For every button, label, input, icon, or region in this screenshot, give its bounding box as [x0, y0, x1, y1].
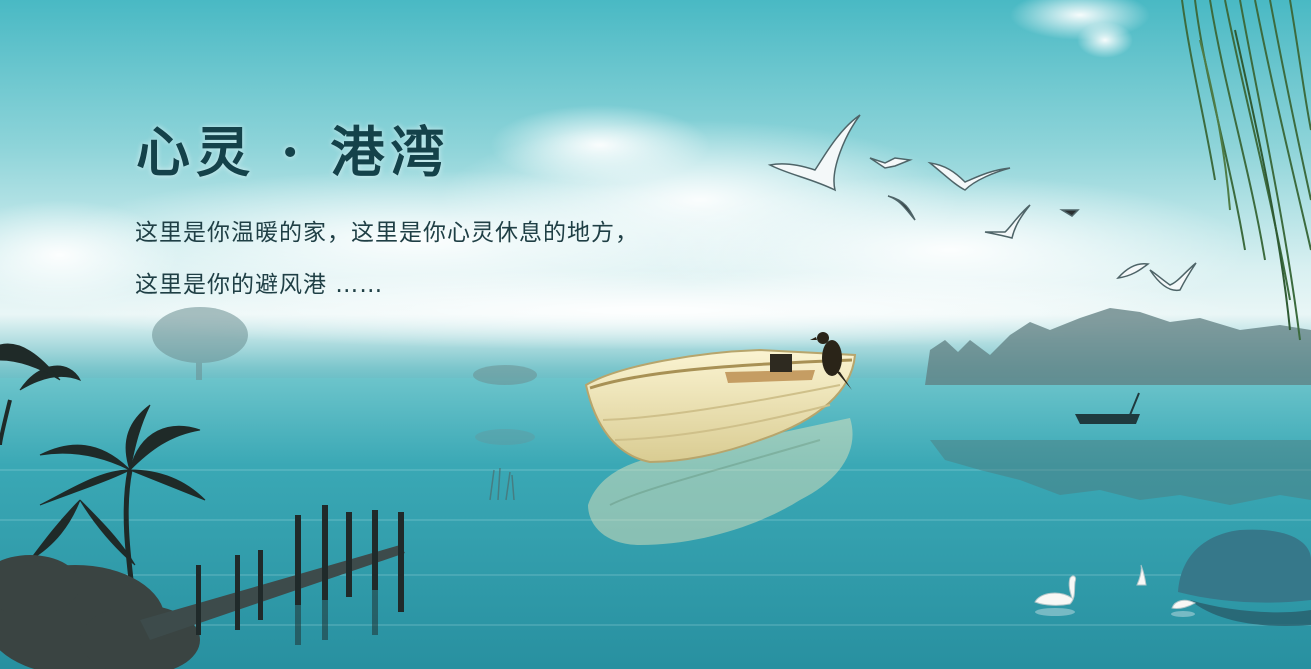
willow-icon [1181, 0, 1311, 341]
banner-text-line-2: 这里是你的避风港 …… [135, 272, 384, 298]
rock-icon [1178, 529, 1311, 626]
banner-text-line-1: 这里是你温暖的家，这里是你心灵休息的地方， [135, 220, 639, 246]
tree-line-icon [925, 308, 1311, 385]
palm-tree-icon [0, 343, 206, 641]
pier-icon [140, 505, 405, 645]
seagull-icon [767, 114, 1197, 292]
boat-reflection [588, 418, 853, 545]
cloud-icon [0, 0, 1250, 350]
swan-icon [1034, 564, 1197, 609]
boat-icon [584, 348, 857, 464]
reeds [489, 467, 515, 501]
boat-icon [1075, 392, 1140, 424]
cormorant-icon [810, 332, 852, 390]
banner-title: 心灵 · 港湾 [136, 120, 451, 184]
